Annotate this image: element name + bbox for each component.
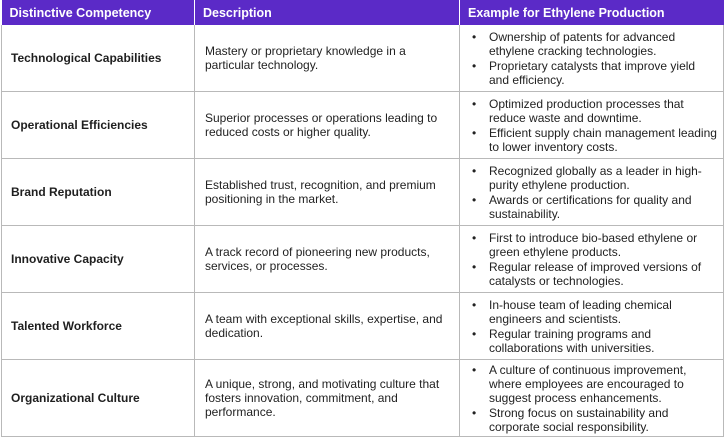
bullet-icon: • (472, 297, 477, 312)
competency-cell: Organizational Culture (1, 359, 195, 437)
description-cell: Superior processes or operations leading… (194, 91, 460, 159)
example-cell: • Optimized production processes that red… (459, 91, 724, 159)
example-list: • In-house team of leading chemical engin… (466, 298, 717, 355)
example-text: Regular training programs and collaborat… (489, 326, 655, 355)
list-item: • Regular training programs and collabora… (466, 327, 717, 355)
bullet-icon: • (472, 58, 477, 73)
example-cell: • In-house team of leading chemical engin… (459, 292, 724, 360)
example-text: Efficient supply chain management leadin… (489, 125, 717, 154)
table-row: Technological Capabilities Mastery or pr… (1, 25, 724, 92)
example-text: Awards or certifications for quality and… (489, 192, 692, 221)
table-row: Organizational Culture A unique, strong,… (1, 359, 724, 437)
example-text: Optimized production processes that redu… (489, 96, 684, 125)
example-cell: • First to introduce bio-based ethylene o… (459, 225, 724, 293)
example-text: Strong focus on sustainability and corpo… (489, 405, 669, 434)
description-cell: Established trust, recognition, and prem… (194, 158, 460, 226)
competency-cell: Innovative Capacity (1, 225, 195, 293)
example-text: In-house team of leading chemical engine… (489, 297, 672, 326)
example-text: Ownership of patents for advanced ethyle… (489, 29, 676, 58)
list-item: • First to introduce bio-based ethylene o… (466, 231, 717, 259)
bullet-icon: • (472, 405, 477, 420)
description-cell: A unique, strong, and motivating culture… (194, 359, 460, 437)
competency-cell: Talented Workforce (1, 292, 195, 360)
bullet-icon: • (472, 125, 477, 140)
list-item: • Optimized production processes that red… (466, 97, 717, 125)
bullet-icon: • (472, 230, 477, 245)
description-cell: A track record of pioneering new product… (194, 225, 460, 293)
bullet-icon: • (472, 96, 477, 111)
bullet-icon: • (472, 326, 477, 341)
list-item: • Ownership of patents for advanced ethyl… (466, 30, 717, 58)
example-text: Recognized globally as a leader in high-… (489, 163, 702, 192)
bullet-icon: • (472, 192, 477, 207)
list-item: • Recognized globally as a leader in high… (466, 164, 717, 192)
description-cell: Mastery or proprietary knowledge in a pa… (194, 25, 460, 92)
example-cell: • A culture of continuous improvement, wh… (459, 359, 724, 437)
example-text: Regular release of improved versions of … (489, 259, 702, 288)
header-example: Example for Ethylene Production (459, 0, 724, 25)
list-item: • Proprietary catalysts that improve yiel… (466, 59, 717, 87)
list-item: • In-house team of leading chemical engin… (466, 298, 717, 326)
list-item: • Strong focus on sustainability and corp… (466, 406, 717, 434)
description-cell: A team with exceptional skills, expertis… (194, 292, 460, 360)
example-list: • First to introduce bio-based ethylene o… (466, 231, 717, 288)
example-text: A culture of continuous improvement, whe… (489, 362, 687, 405)
bullet-icon: • (472, 259, 477, 274)
bullet-icon: • (472, 29, 477, 44)
example-text: First to introduce bio-based ethylene or… (489, 230, 698, 259)
table-row: Talented Workforce A team with exception… (1, 292, 724, 360)
competency-table: Distinctive Competency Description Examp… (1, 0, 724, 437)
bullet-icon: • (472, 163, 477, 178)
example-list: • Ownership of patents for advanced ethyl… (466, 30, 717, 87)
example-cell: • Recognized globally as a leader in high… (459, 158, 724, 226)
header-description: Description (194, 0, 460, 25)
table-row: Operational Efficiencies Superior proces… (1, 91, 724, 159)
example-list: • Optimized production processes that red… (466, 97, 717, 154)
list-item: • Regular release of improved versions of… (466, 260, 717, 288)
bullet-icon: • (472, 362, 477, 377)
list-item: • Awards or certifications for quality an… (466, 193, 717, 221)
competency-cell: Operational Efficiencies (1, 91, 195, 159)
example-cell: • Ownership of patents for advanced ethyl… (459, 25, 724, 92)
example-text: Proprietary catalysts that improve yield… (489, 58, 696, 87)
header-competency: Distinctive Competency (1, 0, 195, 25)
example-list: • A culture of continuous improvement, wh… (466, 363, 717, 434)
table-row: Brand Reputation Established trust, reco… (1, 158, 724, 226)
competency-cell: Technological Capabilities (1, 25, 195, 92)
list-item: • Efficient supply chain management leadi… (466, 126, 717, 154)
table-row: Innovative Capacity A track record of pi… (1, 225, 724, 293)
list-item: • A culture of continuous improvement, wh… (466, 363, 717, 405)
header-row: Distinctive Competency Description Examp… (1, 0, 724, 25)
competency-cell: Brand Reputation (1, 158, 195, 226)
example-list: • Recognized globally as a leader in high… (466, 164, 717, 221)
